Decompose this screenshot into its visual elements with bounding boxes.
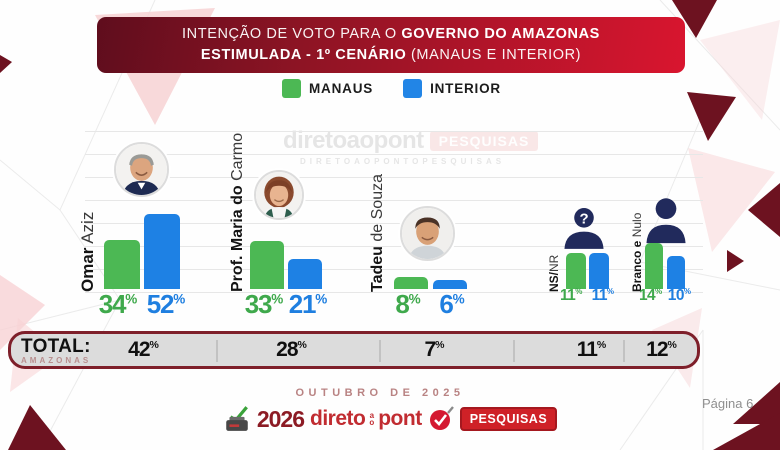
divider	[216, 340, 218, 362]
bar-interior-tadeu	[433, 280, 467, 289]
bar-group-branco-nulo	[645, 209, 685, 289]
bar-group-tadeu	[394, 139, 467, 289]
bar-manaus-maria	[250, 241, 284, 289]
value-manaus-maria: 33%	[244, 289, 284, 319]
logo-brand-direto: direto	[310, 407, 366, 430]
bar-group-omar-aziz	[104, 139, 180, 289]
divider	[513, 340, 515, 362]
total-value-omar: 42%	[128, 338, 159, 361]
candidate-photo-maria-do-carmo	[254, 170, 304, 220]
value-interior-tadeu: 6%	[439, 289, 465, 319]
bar-values-maria: 33% 21%	[243, 289, 329, 320]
ballot-box-icon	[223, 405, 251, 433]
divider	[623, 340, 625, 362]
bar-group-ns-nr	[566, 214, 609, 289]
bar-manaus-branco-nulo	[645, 243, 663, 289]
value-interior-branco-nulo: 10%	[667, 287, 691, 305]
bar-interior-maria	[288, 259, 322, 289]
logo-brand-pont: pont	[378, 407, 422, 430]
bar-interior-omar	[144, 214, 180, 289]
value-manaus-omar: 34%	[98, 289, 138, 319]
bar-interior-ns-nr	[589, 253, 609, 289]
page-number: Página 6	[702, 396, 754, 411]
logo-pesquisas-badge: PESQUISAS	[459, 407, 558, 431]
bar-values-branco-nulo: 14% 10%	[639, 287, 691, 305]
legend-label: INTERIOR	[430, 81, 501, 96]
value-manaus-tadeu: 8%	[395, 289, 421, 319]
svg-text:?: ?	[579, 211, 588, 228]
candidate-name-tadeu-de-souza: Tadeu de Souza	[369, 174, 386, 292]
value-manaus-branco-nulo: 14%	[639, 287, 663, 305]
person-silhouette-icon	[643, 194, 689, 244]
interior-color-swatch	[403, 79, 423, 98]
legend: MANAUS INTERIOR	[282, 79, 501, 98]
bar-values-ns-nr: 11% 11%	[560, 287, 614, 305]
person-question-icon: ?	[561, 205, 607, 249]
total-value-tadeu: 7%	[424, 338, 444, 361]
legend-item-interior: INTERIOR	[403, 79, 501, 98]
total-label: TOTAL: AMAZONAS	[21, 336, 92, 365]
title-banner: INTENÇÃO DE VOTO PARA O GOVERNO DO AMAZO…	[97, 17, 685, 73]
bar-values-tadeu: 8% 6%	[387, 289, 473, 320]
survey-date: OUTUBRO DE 2025	[295, 387, 465, 399]
watermark-badge: PESQUISAS	[429, 131, 539, 151]
candidate-photo-omar-aziz	[114, 142, 169, 197]
total-value-ns-nr: 11%	[576, 338, 607, 361]
bar-values-omar-aziz: 34% 52%	[97, 289, 187, 320]
value-manaus-ns-nr: 11%	[560, 287, 583, 305]
divider	[379, 340, 381, 362]
title-line-2: ESTIMULADA - 1º CENÁRIO (MANAUS E INTERI…	[200, 47, 582, 63]
value-interior-omar: 52%	[146, 289, 186, 319]
logo-year: 2026	[256, 405, 305, 432]
manaus-color-swatch	[282, 79, 301, 98]
legend-label: MANAUS	[309, 81, 374, 96]
title-line-1: INTENÇÃO DE VOTO PARA O GOVERNO DO AMAZO…	[182, 26, 600, 42]
bar-manaus-tadeu	[394, 277, 428, 289]
candidate-photo-tadeu-de-souza	[400, 206, 455, 261]
total-row: TOTAL: AMAZONAS 42% 28% 7% 11% 12%	[8, 331, 700, 369]
bar-manaus-ns-nr	[566, 253, 586, 289]
logo-check-badge-icon	[428, 406, 454, 432]
bar-manaus-omar	[104, 240, 140, 289]
value-interior-maria: 21%	[288, 289, 328, 319]
legend-item-manaus: MANAUS	[282, 79, 373, 98]
candidate-name-omar-aziz: Omar Aziz	[78, 211, 97, 292]
candidate-name-maria-do-carmo: Prof. Maria do Carmo	[229, 132, 246, 292]
bar-interior-branco-nulo	[667, 256, 685, 289]
watermark-url: DIRETOAOPONTOPESQUISAS	[300, 157, 506, 166]
bar-group-maria	[250, 139, 322, 289]
value-interior-ns-nr: 11%	[591, 287, 614, 305]
chart-gridlines	[85, 131, 703, 293]
total-value-maria: 28%	[276, 338, 307, 361]
total-value-branco-nulo: 12%	[646, 338, 677, 361]
